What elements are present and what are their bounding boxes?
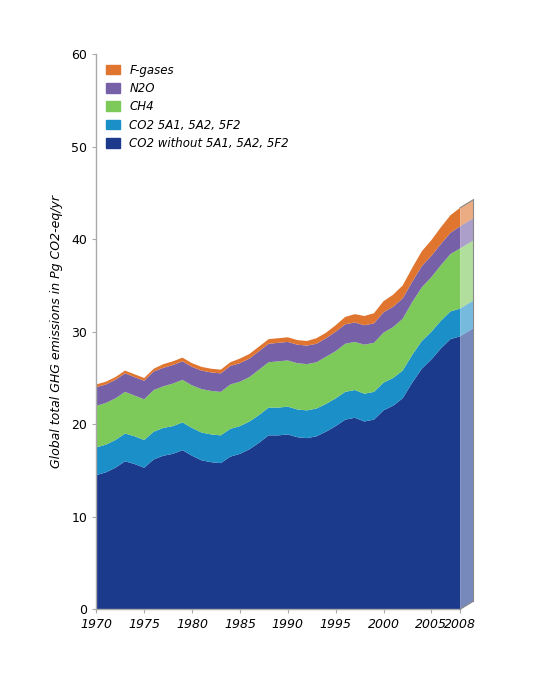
Y-axis label: Global total GHG emissions in Pg CO2-eq/yr: Global total GHG emissions in Pg CO2-eq/… [50, 195, 63, 468]
Legend: F-gases, N2O, CH4, CO2 5A1, 5A2, 5F2, CO2 without 5A1, 5A2, 5F2: F-gases, N2O, CH4, CO2 5A1, 5A2, 5F2, CO… [102, 60, 293, 154]
